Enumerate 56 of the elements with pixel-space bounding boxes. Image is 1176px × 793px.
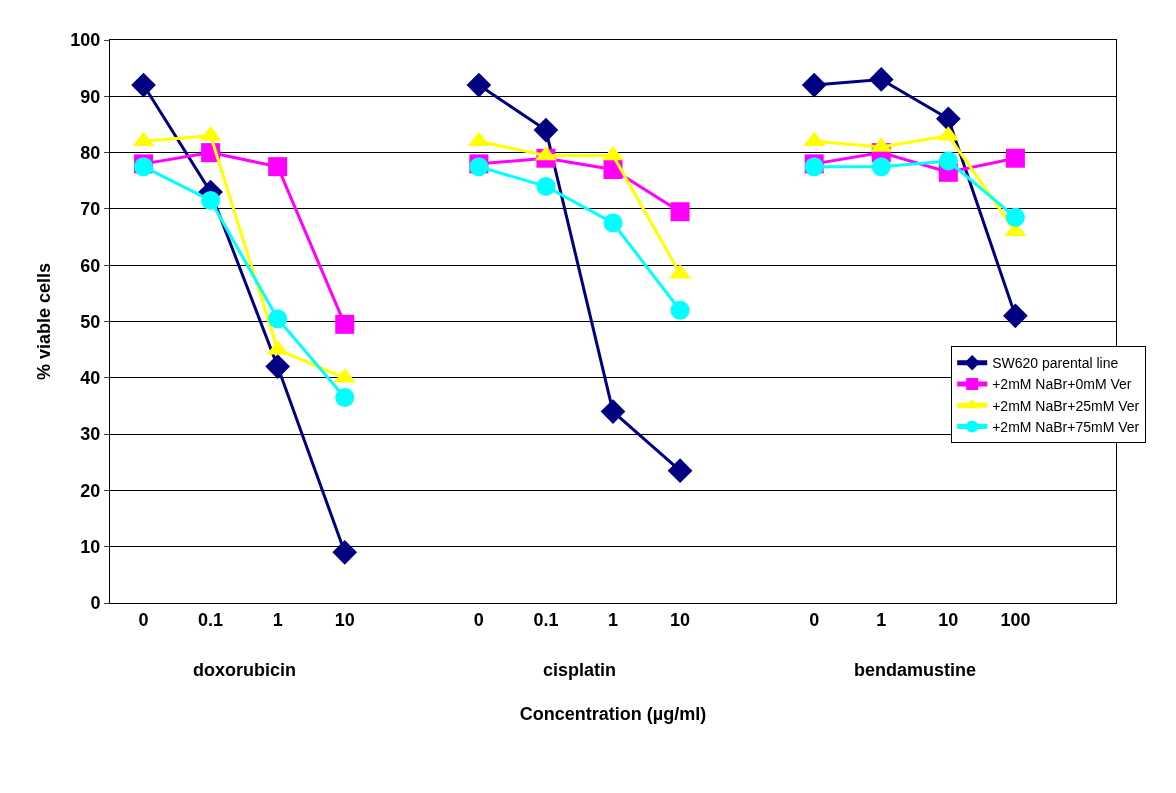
legend-label: +2mM NaBr+75mM Ver — [992, 418, 1140, 435]
x-tick-label: 1 — [876, 609, 887, 630]
point — [268, 309, 288, 329]
point — [600, 399, 626, 424]
y-axis-title: % viable cells — [33, 262, 54, 381]
point — [935, 106, 961, 132]
legend-label: SW620 parental line — [992, 355, 1119, 372]
x-tick-label: 0.1 — [198, 609, 224, 630]
point — [268, 157, 288, 177]
y-tick-label: 30 — [80, 424, 101, 445]
text: doxorubicin — [193, 660, 296, 680]
y-tick-label: 80 — [80, 142, 101, 163]
point — [335, 388, 355, 407]
point — [801, 72, 827, 98]
x-tick-label: 1 — [272, 609, 283, 630]
point — [533, 117, 559, 143]
x-tick-label: 10 — [334, 609, 355, 630]
x-tick-label: 10 — [670, 609, 691, 630]
point — [335, 314, 355, 334]
legend-label: +2mM NaBr+0mM Ver — [992, 376, 1132, 393]
y-tick-label: 100 — [70, 30, 101, 51]
x-tick-label: 0 — [473, 609, 484, 630]
point — [938, 151, 958, 171]
y-tick-label: 90 — [80, 86, 101, 107]
point — [1003, 303, 1028, 329]
y-tick-label: 0 — [90, 593, 101, 614]
point — [265, 354, 291, 379]
x-tick-label: 0 — [138, 609, 149, 630]
point — [1005, 207, 1025, 227]
x-tick-label: 0.1 — [533, 609, 559, 630]
y-tick-label: 50 — [80, 311, 101, 332]
point — [466, 72, 492, 98]
x-tick-label: 10 — [938, 609, 959, 630]
point — [603, 213, 623, 233]
point — [871, 157, 891, 177]
point — [868, 67, 894, 92]
point — [670, 300, 690, 320]
legend-label: +2mM NaBr+25mM Ver — [992, 397, 1140, 414]
point — [536, 176, 556, 196]
y-tick-label: 20 — [80, 480, 101, 501]
text: bendamustine — [854, 660, 977, 680]
point — [332, 539, 358, 565]
y-tick-label: 40 — [80, 368, 101, 389]
point — [131, 72, 156, 98]
point — [667, 458, 693, 484]
point — [201, 190, 221, 210]
text: cisplatin — [543, 660, 617, 680]
point — [1005, 148, 1025, 168]
y-tick-label: 70 — [80, 199, 101, 220]
x-tick-label: 100 — [1000, 609, 1031, 630]
y-tick-label: 10 — [80, 537, 101, 557]
point — [670, 202, 690, 222]
x-axis-title: Concentration (µg/ml) — [519, 703, 707, 724]
y-tick-label: 60 — [80, 255, 101, 276]
x-tick-label: 0 — [809, 609, 820, 630]
x-tick-label: 1 — [607, 609, 619, 630]
